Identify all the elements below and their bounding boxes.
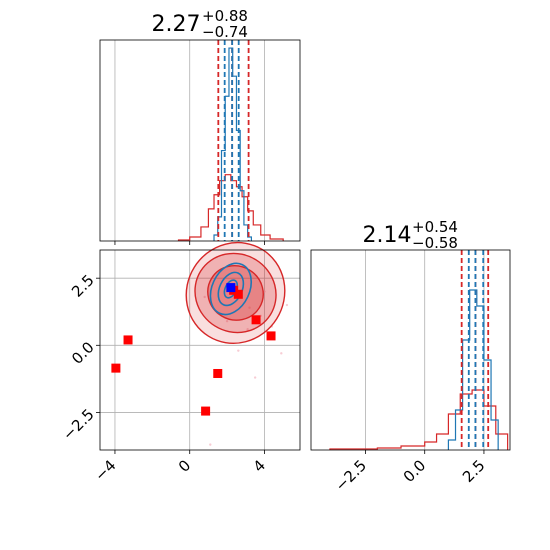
red-histogram (329, 389, 509, 450)
sample-point (280, 352, 283, 355)
top-title-minus: −0.74 (202, 23, 248, 41)
bottom-right-histogram-panel: −2.5 0.0 2.5 (310, 249, 511, 495)
axes-frame (99, 39, 301, 242)
right-title-plus: +0.54 (412, 218, 458, 236)
blue-square-marker (226, 283, 236, 293)
red-square-marker (123, 335, 133, 345)
red-square-marker (111, 363, 121, 373)
sample-point (203, 295, 206, 299)
top-title: 2.27 (152, 12, 201, 37)
sample-point (246, 327, 249, 331)
blue-histogram (447, 289, 499, 450)
red-square-marker (213, 368, 223, 378)
y-tick-label: −2.5 (59, 405, 97, 443)
top-title-plus: +0.88 (202, 7, 248, 25)
axes-frame (99, 249, 301, 451)
sample-point (285, 303, 289, 307)
top-histogram-panel (99, 39, 301, 245)
sample-point (248, 306, 251, 309)
sample-point (209, 443, 212, 446)
x-tick-label: 4 (250, 456, 269, 475)
x-tick-label: 2.5 (459, 456, 489, 486)
x-tick-label: 0 (175, 456, 194, 475)
sample-point (237, 349, 240, 352)
blue-histogram (213, 47, 253, 241)
top-title-value: 2.27 (152, 12, 201, 37)
x-tick-label: −4 (91, 456, 119, 484)
red-histogram (177, 174, 284, 241)
y-tick-label: 2.5 (68, 271, 98, 301)
x-tick-label: 0.0 (400, 456, 430, 486)
axes-frame (310, 249, 511, 451)
red-square-marker (266, 331, 276, 341)
red-square-marker (233, 289, 243, 299)
right-title-value: 2.14 (363, 223, 412, 248)
red-square-marker (251, 315, 261, 325)
sample-point (225, 319, 229, 323)
right-title-minus: −0.58 (412, 234, 458, 252)
x-tick-label: −2.5 (332, 456, 370, 494)
red-square-marker (201, 406, 211, 416)
sample-point (253, 376, 257, 379)
bottom-left-scatter-panel: −4 0 4 −2.5 0.0 2.5 (59, 241, 301, 485)
y-tick-label: 0.0 (68, 338, 98, 368)
blue-contour (209, 262, 253, 316)
